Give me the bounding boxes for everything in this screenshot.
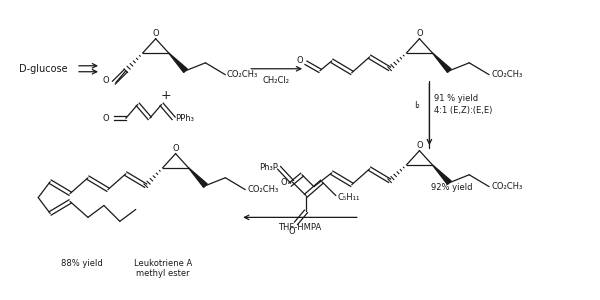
Text: D-glucose: D-glucose [19, 64, 68, 74]
Text: 92% yield: 92% yield [431, 183, 473, 192]
Text: O: O [416, 29, 423, 38]
Polygon shape [169, 53, 187, 72]
Text: CO₂CH₃: CO₂CH₃ [226, 70, 257, 79]
Text: CO₂CH₃: CO₂CH₃ [491, 70, 523, 79]
Text: C₅H₁₁: C₅H₁₁ [338, 193, 360, 202]
Text: +: + [160, 89, 171, 102]
Polygon shape [188, 168, 207, 188]
Text: 88% yield: 88% yield [61, 260, 103, 268]
Text: THF-HMPA: THF-HMPA [278, 223, 322, 232]
Text: CO₂CH₃: CO₂CH₃ [247, 185, 278, 194]
Polygon shape [433, 53, 451, 72]
Text: O: O [102, 114, 109, 123]
Text: O: O [416, 141, 423, 150]
Polygon shape [433, 165, 451, 184]
Text: CO₂CH₃: CO₂CH₃ [491, 182, 523, 191]
Text: O: O [289, 227, 295, 236]
Text: O: O [152, 29, 159, 38]
Text: Leukotriene A
methyl ester: Leukotriene A methyl ester [134, 259, 192, 278]
Text: O: O [102, 76, 109, 85]
Text: O: O [280, 178, 287, 187]
Text: PPh₃: PPh₃ [176, 114, 194, 123]
Text: Ph₃P: Ph₃P [259, 163, 278, 172]
Text: O: O [296, 56, 303, 65]
Text: O: O [172, 144, 179, 153]
Text: I₂: I₂ [413, 101, 419, 110]
Text: 4:1 (E,Z):(E,E): 4:1 (E,Z):(E,E) [434, 106, 493, 115]
Text: 91 % yield: 91 % yield [434, 94, 479, 103]
Text: CH₂Cl₂: CH₂Cl₂ [263, 76, 290, 85]
